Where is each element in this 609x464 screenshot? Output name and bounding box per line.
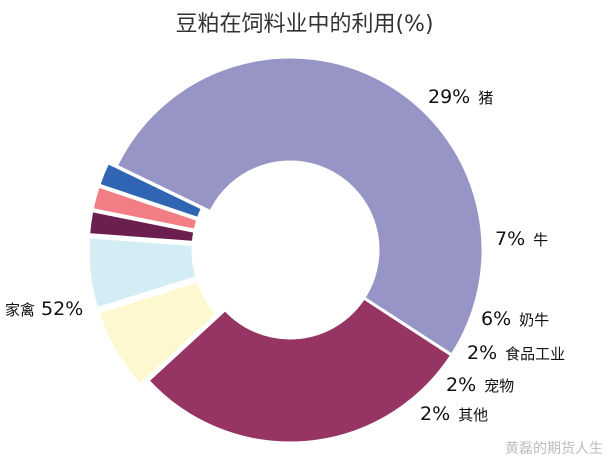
slice-label-category: 猪: [478, 89, 493, 107]
slice-label-7: 家禽 52%: [5, 298, 83, 320]
slice-2: [96, 278, 220, 388]
donut-slices: [86, 55, 485, 445]
slice-label-1: 29% 猪: [428, 86, 493, 108]
slice-7: [114, 55, 485, 358]
slice-3: [86, 235, 199, 311]
slice-label-percent: 7%: [495, 228, 525, 250]
slice-label-percent: 52%: [41, 298, 83, 320]
slice-label-category: 奶牛: [519, 311, 549, 329]
slice-label-6: 2% 其他: [420, 403, 488, 425]
slice-label-category: 家禽: [5, 301, 35, 319]
slice-label-4: 2% 食品工业: [467, 342, 565, 364]
slice-label-5: 2% 宠物: [446, 374, 514, 396]
watermark-text: 黄磊的期货人生: [505, 441, 603, 457]
slice-label-category: 宠物: [484, 377, 514, 395]
slice-label-percent: 2%: [446, 374, 476, 396]
slice-label-percent: 2%: [467, 342, 497, 364]
slice-label-category: 其他: [458, 406, 488, 424]
slice-label-2: 7% 牛: [495, 228, 548, 250]
slice-label-category: 食品工业: [505, 345, 565, 363]
slice-label-percent: 2%: [420, 403, 450, 425]
slice-labels: 29% 猪 7% 牛 6% 奶牛 2% 食品工业 2% 宠物 2% 其他 家禽 52%: [5, 86, 565, 425]
slice-1: [145, 295, 454, 445]
slice-label-category: 牛: [533, 231, 548, 249]
slice-label-percent: 29%: [428, 86, 470, 108]
chart-title: 豆粕在饲料业中的利用(%): [175, 12, 434, 37]
slice-label-percent: 6%: [481, 308, 511, 330]
slice-label-3: 6% 奶牛: [481, 308, 549, 330]
